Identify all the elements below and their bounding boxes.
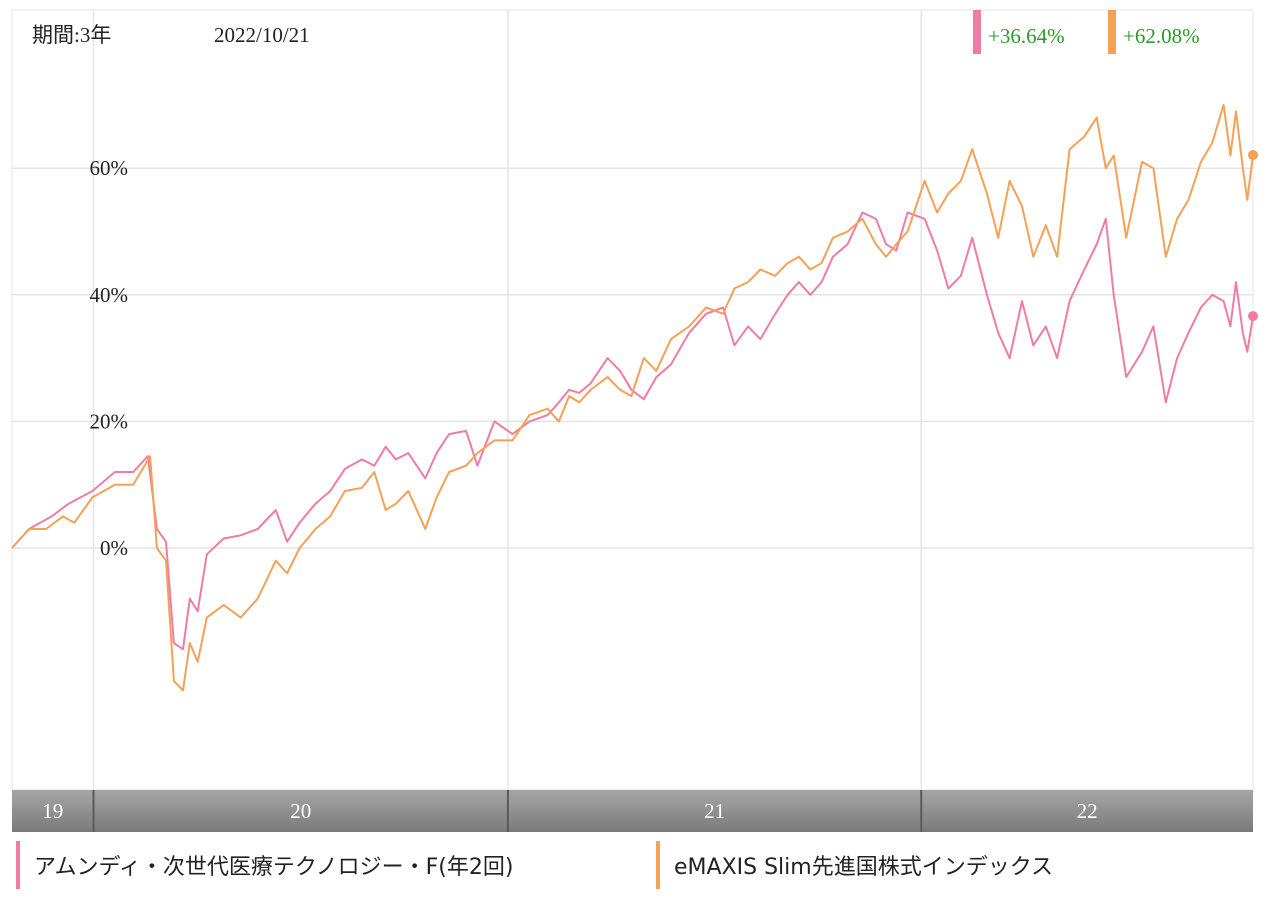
series-lines xyxy=(11,103,1258,692)
y-axis: 0% 20% 40% 60% xyxy=(90,156,129,560)
year-label: 21 xyxy=(704,799,725,823)
legend-item-series1: アムンディ・次世代医療テクノロジー・F(年2回) xyxy=(16,838,513,892)
return-label-2: +62.08% xyxy=(1123,24,1200,48)
chart-background xyxy=(0,0,1285,840)
year-label: 20 xyxy=(290,799,311,823)
y-tick-label: 0% xyxy=(100,536,128,560)
return-label-1: +36.64% xyxy=(988,24,1065,48)
series-end-marker-1 xyxy=(1248,311,1258,322)
return-swatch-2 xyxy=(1108,10,1116,54)
line-chart: 0% 20% 40% 60% 期間:3年 2022/10/21 +36.64% +62.… xyxy=(0,0,1285,840)
year-bar-background xyxy=(12,790,1253,832)
series-line-2 xyxy=(11,103,1254,692)
y-tick-label: 20% xyxy=(90,409,129,433)
year-label: 19 xyxy=(42,799,63,823)
return-labels: +36.64% +62.08% xyxy=(973,10,1200,54)
y-tick-label: 40% xyxy=(90,283,129,307)
year-axis-bar: 19 20 21 22 xyxy=(12,790,1253,832)
period-label: 期間:3年 xyxy=(32,23,111,47)
legend-item-series2: eMAXIS Slim先進国株式インデックス xyxy=(656,838,1053,892)
year-label: 22 xyxy=(1077,799,1098,823)
series-end-marker-2 xyxy=(1248,150,1258,161)
legend-label-series1: アムンディ・次世代医療テクノロジー・F(年2回) xyxy=(34,855,514,880)
legend-label-series2: eMAXIS Slim先進国株式インデックス xyxy=(674,855,1054,880)
return-swatch-1 xyxy=(973,10,981,54)
grid xyxy=(11,9,1254,791)
legend-swatch-series1 xyxy=(16,841,20,889)
y-tick-label: 60% xyxy=(90,156,129,180)
legend-swatch-series2 xyxy=(656,841,660,889)
date-label: 2022/10/21 xyxy=(214,23,310,47)
series-line-1 xyxy=(11,211,1254,651)
chart-header: 期間:3年 2022/10/21 xyxy=(32,23,310,47)
